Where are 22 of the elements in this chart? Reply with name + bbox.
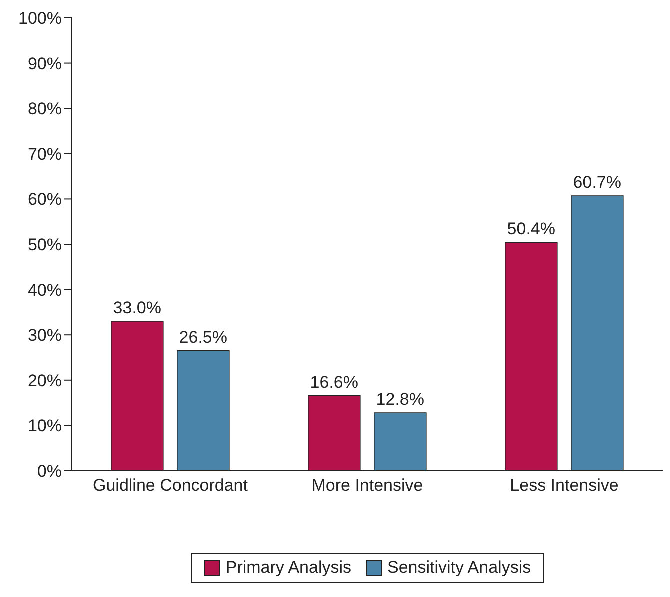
y-tick-label: 50%: [28, 236, 62, 255]
x-tick-label: More Intensive: [312, 476, 424, 496]
y-tick-label: 70%: [28, 144, 62, 164]
y-tick-label: 0%: [37, 462, 62, 482]
y-tick-label: 20%: [28, 371, 62, 390]
y-tick-label: 100%: [18, 9, 62, 28]
legend-label: Sensitivity Analysis: [388, 558, 532, 578]
y-tick-label: 90%: [28, 54, 62, 74]
y-tick-label: 60%: [28, 190, 62, 210]
data-label: 12.8%: [376, 390, 424, 410]
y-tick-label: 30%: [28, 326, 62, 346]
y-tick-label: 10%: [28, 416, 62, 436]
data-label: 16.6%: [310, 372, 358, 392]
data-label: 50.4%: [507, 220, 556, 239]
x-tick-label: Less Intensive: [510, 476, 619, 496]
y-tick-label: 80%: [28, 100, 62, 119]
y-tick-label: 40%: [28, 280, 62, 300]
data-label: 60.7%: [573, 173, 622, 192]
x-tick-label: Guidline Concordant: [93, 476, 248, 496]
data-label: 26.5%: [179, 328, 228, 347]
legend-label: Primary Analysis: [226, 558, 352, 578]
data-label: 33.0%: [113, 298, 162, 318]
